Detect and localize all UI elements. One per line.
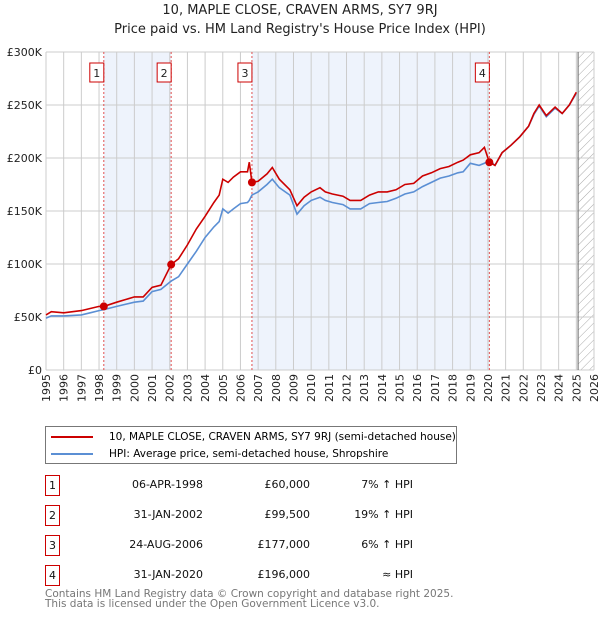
sale-number-badge: 2: [45, 505, 60, 526]
sale-badge-label: 2: [161, 67, 168, 80]
x-tick-label: 2003: [181, 374, 194, 402]
footer: Contains HM Land Registry data © Crown c…: [45, 588, 454, 610]
sale-hpi-diff: 6% ↑ HPI: [361, 538, 413, 551]
legend-item-hpi: HPI: Average price, semi-detached house,…: [46, 446, 388, 462]
sale-badge-box: [474, 62, 490, 83]
y-tick-label: £50K: [14, 311, 43, 324]
x-tick-label: 2017: [429, 374, 442, 402]
sale-badge-box: [237, 62, 253, 83]
x-tick-label: 2009: [287, 374, 300, 402]
x-tick-label: 2020: [482, 374, 495, 402]
x-tick-label: 2022: [517, 374, 530, 402]
sale-badge-box: [89, 62, 105, 83]
x-tick-label: 2010: [305, 374, 318, 402]
x-tick-label: 2004: [199, 374, 212, 402]
sale-price: £99,500: [264, 508, 311, 521]
y-tick-label: £300K: [7, 46, 43, 59]
x-tick-label: 2025: [570, 374, 583, 402]
sale-price: £60,000: [264, 478, 311, 491]
sale-number-badge: 1: [45, 475, 60, 496]
x-tick-label: 2021: [500, 374, 513, 402]
legend-swatch-red: [51, 436, 93, 438]
sale-point: [247, 178, 256, 187]
y-tick-label: £200K: [7, 152, 43, 165]
sale-price: £196,000: [257, 568, 311, 581]
y-tick-label: £250K: [7, 99, 43, 112]
x-tick-label: 2019: [464, 374, 477, 402]
y-tick-label: £100K: [7, 258, 43, 271]
sale-date: 24-AUG-2006: [129, 538, 203, 551]
sale-row: 4 31-JAN-2020 £196,000 ≈ HPI: [45, 565, 445, 586]
x-tick-label: 2013: [358, 374, 371, 402]
x-tick-label: 2012: [341, 374, 354, 402]
legend-item-property: 10, MAPLE CLOSE, CRAVEN ARMS, SY7 9RJ (s…: [46, 429, 456, 445]
sale-point: [485, 158, 494, 167]
x-tick-label: 2018: [447, 374, 460, 402]
sale-row: 3 24-AUG-2006 £177,000 6% ↑ HPI: [45, 535, 445, 556]
x-tick-label: 2005: [217, 374, 230, 402]
sale-date: 31-JAN-2020: [133, 568, 203, 581]
chart-title: 10, MAPLE CLOSE, CRAVEN ARMS, SY7 9RJ: [162, 3, 438, 18]
sale-point: [167, 260, 176, 269]
sale-hpi-diff: 19% ↑ HPI: [354, 508, 413, 521]
x-tick-label: 2014: [376, 374, 389, 402]
x-tick-label: 1999: [111, 374, 124, 402]
x-tick-label: 2008: [270, 374, 283, 402]
x-tick-label: 2023: [535, 374, 548, 402]
sale-badge-label: 4: [479, 67, 486, 80]
x-tick-label: 2016: [411, 374, 424, 402]
x-tick-label: 1995: [40, 374, 53, 402]
x-tick-label: 2007: [252, 374, 265, 402]
legend-swatch-blue: [51, 453, 93, 455]
x-tick-label: 2011: [323, 374, 336, 402]
x-tick-label: 2001: [146, 374, 159, 402]
sale-point: [99, 302, 108, 311]
series-line: [45, 91, 578, 316]
sale-date: 06-APR-1998: [131, 478, 203, 491]
sale-number-badge: 4: [45, 565, 60, 586]
sale-badge-label: 1: [93, 67, 100, 80]
y-tick-label: £150K: [7, 205, 43, 218]
x-tick-label: 2024: [553, 374, 566, 402]
sale-hpi-diff: 7% ↑ HPI: [361, 478, 413, 491]
x-tick-label: 1996: [58, 374, 71, 402]
x-tick-label: 1997: [75, 374, 88, 402]
plot-area: 1995 1996 1997 1998 1999 2000 2001 2002 2003 2004…: [7, 46, 600, 402]
x-tick-label: 2000: [128, 374, 141, 402]
y-tick-label: £0: [28, 364, 42, 377]
sale-price: £177,000: [257, 538, 311, 551]
legend: 10, MAPLE CLOSE, CRAVEN ARMS, SY7 9RJ (s…: [45, 426, 457, 464]
x-tick-label: 1998: [93, 374, 106, 402]
sale-badge-box: [156, 62, 172, 83]
sale-date: 31-JAN-2002: [133, 508, 203, 521]
chart-subtitle: Price paid vs. HM Land Registry's House …: [114, 22, 486, 37]
sale-badge-label: 3: [241, 67, 248, 80]
x-tick-label: 2015: [394, 374, 407, 402]
sale-hpi-diff: ≈ HPI: [382, 568, 413, 581]
sale-number-badge: 3: [45, 535, 60, 556]
x-tick-label: 2002: [164, 374, 177, 402]
sale-row: 2 31-JAN-2002 £99,500 19% ↑ HPI: [45, 505, 445, 526]
sale-row: 1 06-APR-1998 £60,000 7% ↑ HPI: [45, 475, 445, 496]
x-tick-label: 2026: [588, 374, 600, 402]
x-tick-label: 2006: [234, 374, 247, 402]
